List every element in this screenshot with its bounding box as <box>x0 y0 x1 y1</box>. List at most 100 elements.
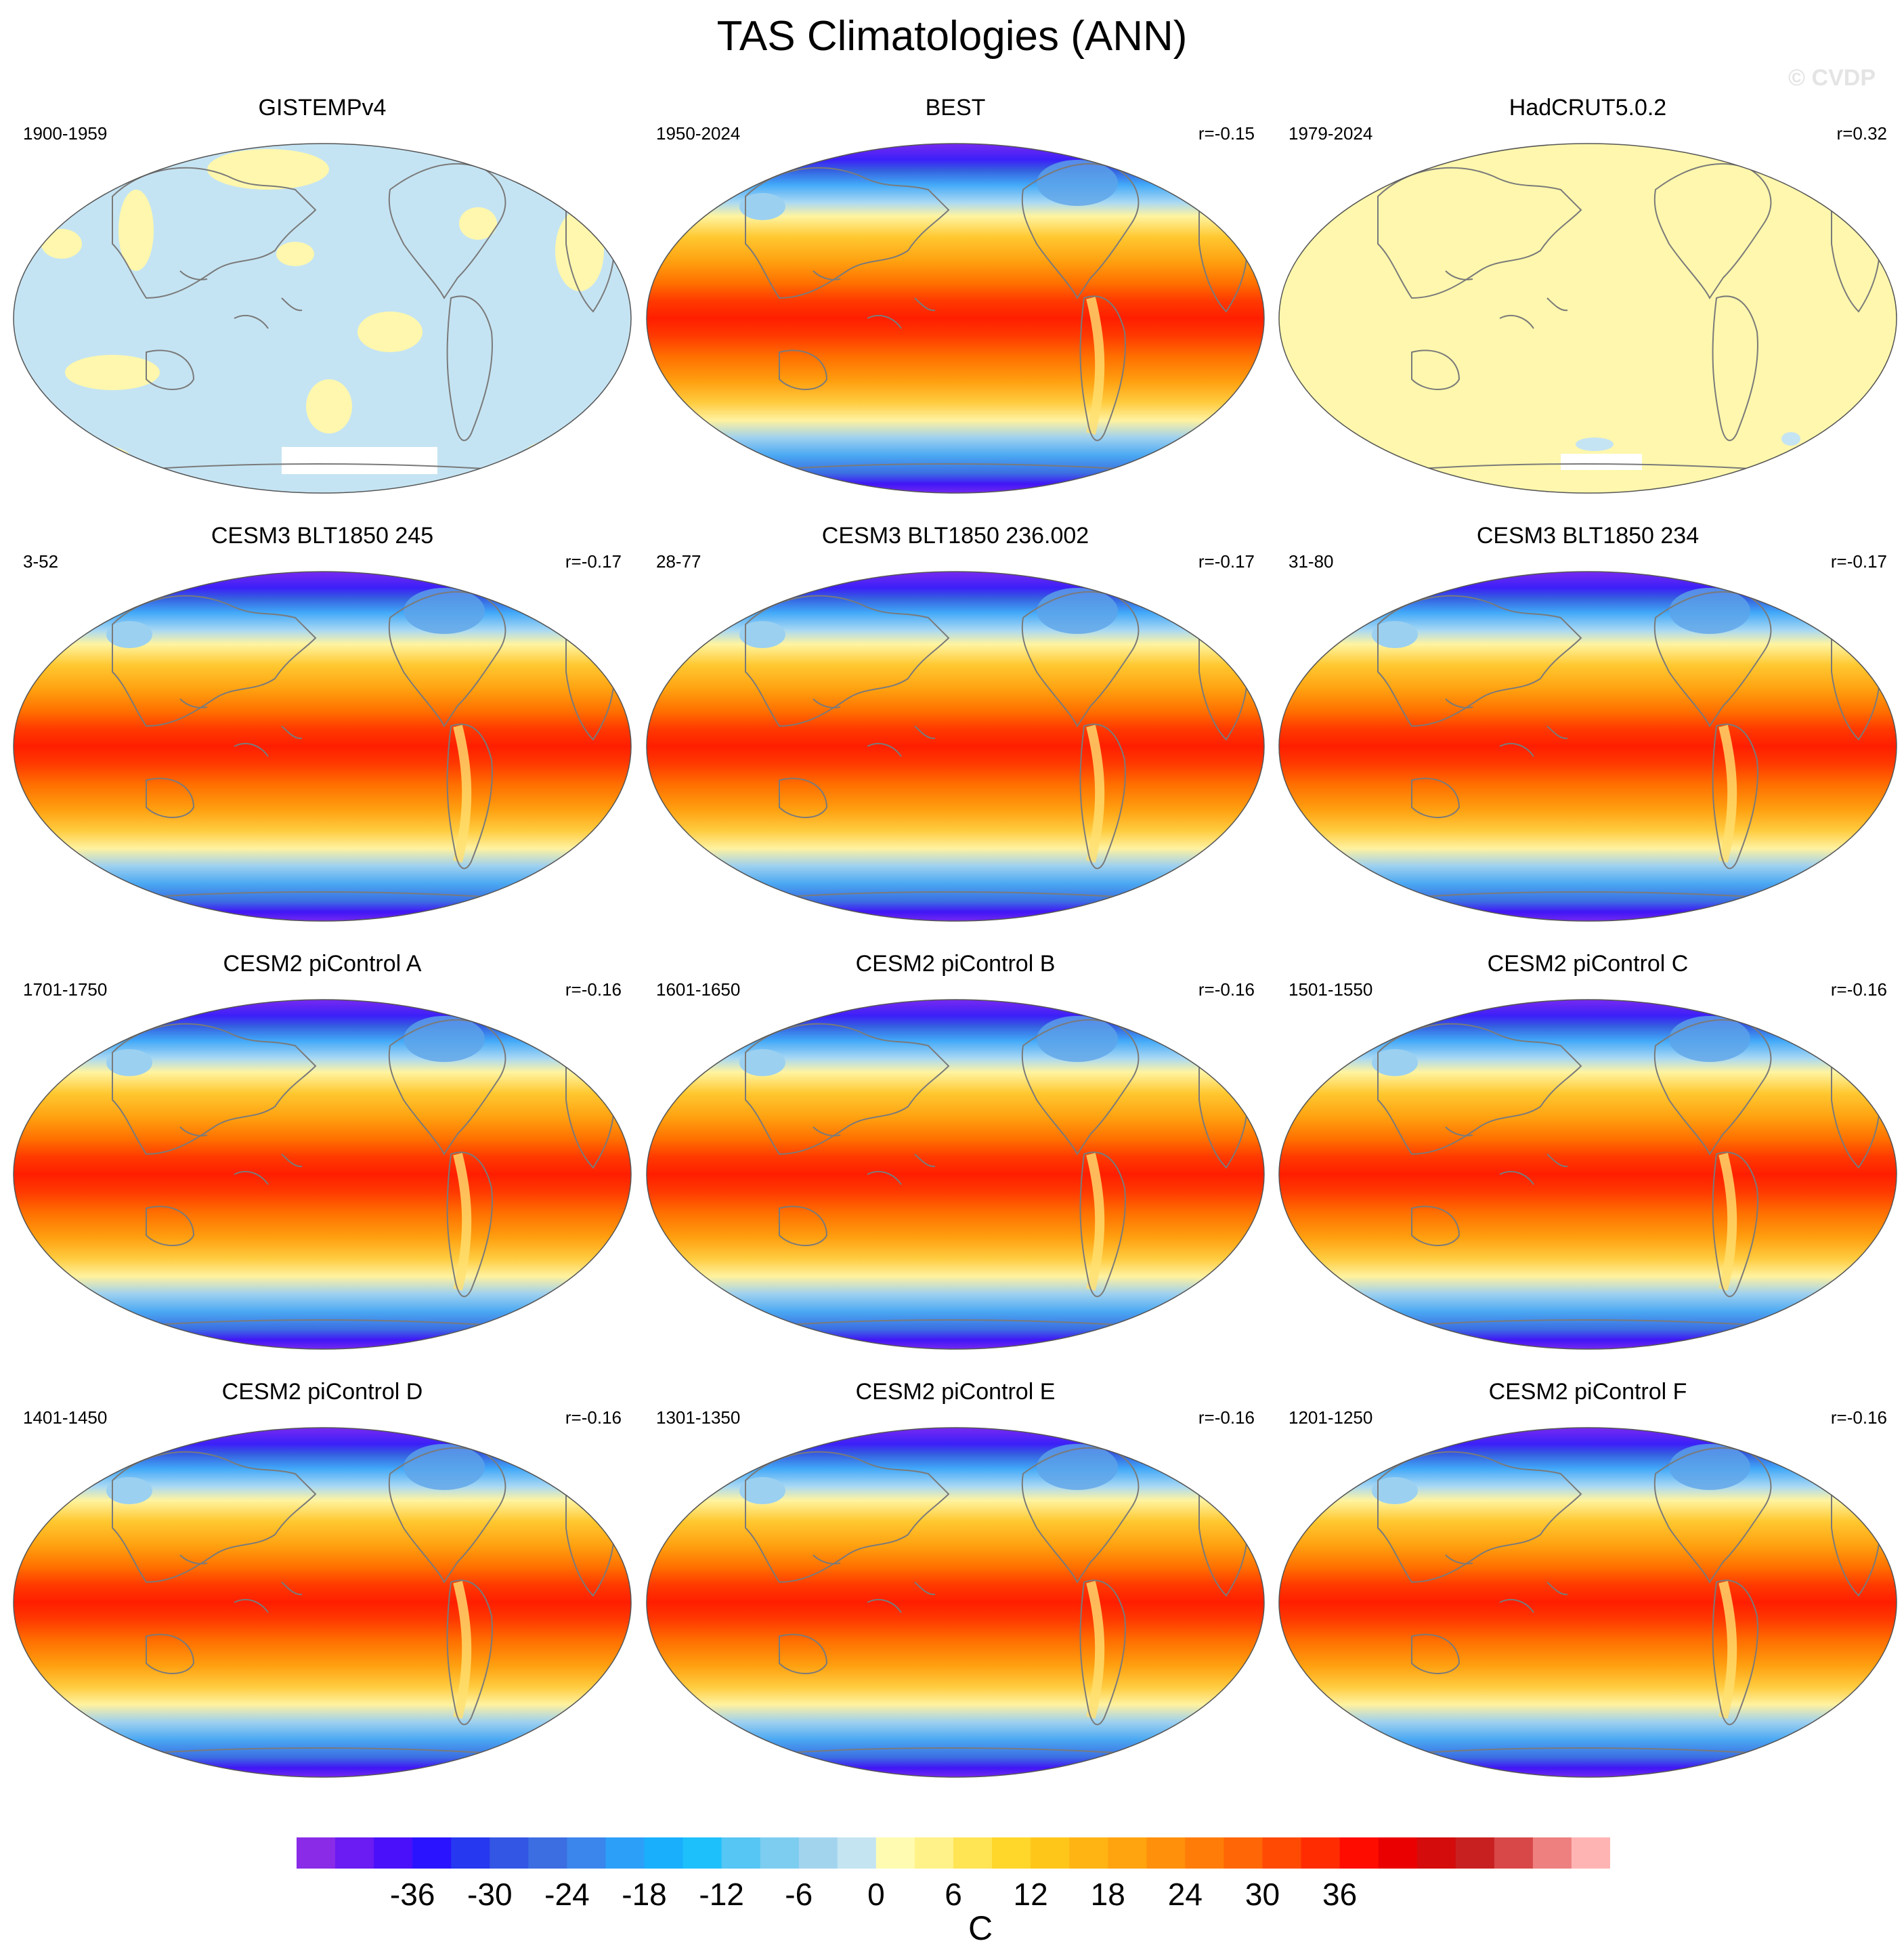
colorbar-swatch <box>412 1837 452 1869</box>
anomaly-patch <box>459 207 497 240</box>
map-svg <box>13 143 632 494</box>
panel-period: 1701-1750 <box>23 979 108 1000</box>
coastline <box>1712 1579 1758 1726</box>
coastline <box>179 1554 303 1613</box>
colorbar-swatch <box>1031 1837 1070 1869</box>
figure-title: TAS Climatologies (ANN) <box>716 13 1188 60</box>
colorbar-swatch <box>992 1837 1031 1869</box>
coastline <box>112 595 317 727</box>
andes-cool-band <box>1086 297 1105 435</box>
coastline <box>1445 698 1568 757</box>
map-panel: CESM2 piControl D 1401-1450 r=-0.16 <box>11 1379 634 1792</box>
panel-title: CESM2 piControl B <box>855 951 1056 977</box>
greenland-cold-patch <box>404 1444 485 1490</box>
panel-correlation: r=0.32 <box>1836 123 1887 144</box>
coastline <box>1021 1447 1140 1583</box>
colorbar-swatch <box>837 1837 877 1869</box>
tibetan-plateau-cold-patch <box>739 1477 785 1504</box>
coastline <box>1021 1019 1140 1155</box>
tibetan-plateau-cold-patch <box>739 621 785 648</box>
map-border <box>646 999 1265 1350</box>
colorbar-tick-label: -30 <box>467 1877 513 1912</box>
colorbar-swatch <box>490 1837 529 1869</box>
colorbar-swatch <box>605 1837 645 1869</box>
missing-data-region <box>1561 454 1642 470</box>
tibetan-plateau-cold-patch <box>739 193 785 220</box>
map-panel: CESM2 piControl B 1601-1650 r=-0.16 <box>644 951 1267 1364</box>
tibetan-plateau-cold-patch <box>1372 1477 1418 1504</box>
coastline <box>1653 1019 1772 1155</box>
panel-title: BEST <box>925 95 986 121</box>
tibetan-plateau-cold-patch <box>739 1049 785 1076</box>
panel-period: 3-52 <box>23 551 59 572</box>
coastline <box>1021 163 1140 299</box>
panel-correlation: r=-0.16 <box>1198 979 1255 1000</box>
andes-cool-band <box>453 1581 472 1719</box>
map-panel: CESM3 BLT1850 245 3-52 r=-0.17 <box>11 523 634 936</box>
colorbar-swatch <box>1494 1837 1534 1869</box>
colorbar-swatch <box>1571 1837 1610 1869</box>
missing-data-region <box>282 447 437 474</box>
colorbar-tick-label: -24 <box>544 1877 590 1912</box>
panel-correlation: r=-0.17 <box>1198 551 1255 572</box>
tibetan-plateau-cold-patch <box>106 1477 152 1504</box>
panel-period: 1979-2024 <box>1289 123 1373 144</box>
coastline <box>1445 270 1568 329</box>
cvdp-watermark: © CVDP <box>1788 65 1876 91</box>
panel-period: 1501-1550 <box>1289 979 1373 1000</box>
panel-title: CESM2 piControl C <box>1487 951 1689 977</box>
coastline <box>1653 1447 1772 1583</box>
colorbar-tick-label: 6 <box>945 1877 962 1912</box>
coastline <box>813 1126 936 1185</box>
coastline <box>745 1451 950 1583</box>
panel-period: 1900-1959 <box>23 123 108 144</box>
coastline <box>112 1023 317 1155</box>
colorbar-swatch <box>1069 1837 1108 1869</box>
greenland-cold-patch <box>1669 588 1750 634</box>
coastline <box>388 163 506 299</box>
coastline <box>779 777 828 818</box>
colorbar-swatch <box>1378 1837 1418 1869</box>
coastline <box>112 1451 317 1583</box>
map-border <box>13 1427 632 1778</box>
coastline <box>146 1634 195 1674</box>
map-border <box>1278 143 1897 494</box>
map-panel: CESM2 piControl E 1301-1350 r=-0.16 <box>644 1379 1267 1792</box>
map-border <box>13 571 632 922</box>
colorbar-swatch <box>297 1837 336 1869</box>
panel-correlation: r=-0.17 <box>565 551 622 572</box>
coastline <box>1079 295 1126 442</box>
map-svg <box>646 571 1265 922</box>
coastline <box>745 167 950 299</box>
coastline <box>1445 1554 1568 1613</box>
panel-title: CESM2 piControl F <box>1488 1379 1687 1405</box>
map-border <box>13 999 632 1350</box>
map-border <box>13 143 632 494</box>
coastline <box>1712 723 1758 870</box>
panel-title: CESM2 piControl A <box>223 951 422 977</box>
andes-cool-band <box>1718 725 1737 863</box>
coastline <box>1712 1151 1758 1298</box>
colorbar-tick-label: 0 <box>867 1877 885 1912</box>
coastline <box>1377 595 1582 727</box>
coastline <box>1411 1634 1461 1674</box>
map-svg <box>646 999 1265 1350</box>
colorbar-swatch <box>798 1837 838 1869</box>
colorbar-tick-label: 30 <box>1245 1877 1280 1912</box>
colorbar-swatch <box>1185 1837 1224 1869</box>
colorbar-tick-label: -6 <box>785 1877 813 1912</box>
anomaly-patch <box>41 229 82 259</box>
panel-title: CESM2 piControl E <box>855 1379 1056 1405</box>
coastline <box>446 1579 493 1726</box>
colorbar-swatch <box>528 1837 567 1869</box>
colorbar-swatch <box>644 1837 684 1869</box>
panel-correlation: r=-0.16 <box>1198 1407 1255 1428</box>
panel-correlation: r=-0.16 <box>565 979 622 1000</box>
panel-period: 28-77 <box>656 551 701 572</box>
panel-period: 1301-1350 <box>656 1407 741 1428</box>
panel-correlation: r=-0.17 <box>1830 551 1887 572</box>
panel-period: 1601-1650 <box>656 979 741 1000</box>
andes-cool-band <box>453 725 472 863</box>
map-svg <box>646 143 1265 494</box>
coastline <box>1377 167 1582 299</box>
